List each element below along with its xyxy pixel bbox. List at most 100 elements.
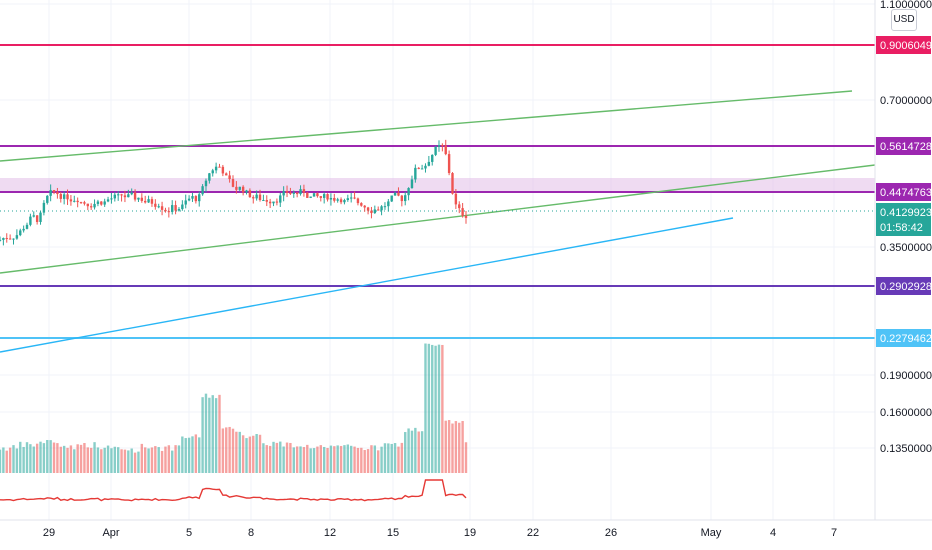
candle-body[interactable] bbox=[56, 192, 59, 195]
candle-body[interactable] bbox=[116, 194, 120, 196]
candle-body[interactable] bbox=[319, 196, 322, 198]
candle-body[interactable] bbox=[140, 197, 144, 201]
candle-body[interactable] bbox=[451, 173, 454, 194]
candle-body[interactable] bbox=[32, 215, 35, 217]
horizontal-levels[interactable] bbox=[0, 44, 875, 339]
candle-body[interactable] bbox=[410, 179, 414, 189]
candle-body[interactable] bbox=[420, 168, 424, 170]
candle-body[interactable] bbox=[447, 154, 451, 174]
candle-body[interactable] bbox=[458, 204, 461, 209]
candle-body[interactable] bbox=[191, 196, 194, 199]
candle-body[interactable] bbox=[349, 197, 353, 199]
candle-body[interactable] bbox=[62, 194, 66, 199]
candle-body[interactable] bbox=[282, 191, 285, 196]
candle-body[interactable] bbox=[228, 175, 231, 180]
candle-body[interactable] bbox=[103, 201, 106, 205]
candle-body[interactable] bbox=[150, 199, 154, 204]
candle-body[interactable] bbox=[29, 216, 32, 225]
candle-body[interactable] bbox=[144, 200, 147, 203]
candle-body[interactable] bbox=[19, 230, 22, 236]
trendlines[interactable] bbox=[0, 90, 876, 353]
candle-body[interactable] bbox=[275, 201, 279, 203]
candle-body[interactable] bbox=[66, 194, 69, 200]
candle-body[interactable] bbox=[414, 167, 417, 180]
candle-body[interactable] bbox=[25, 224, 29, 229]
candle-body[interactable] bbox=[157, 206, 160, 208]
candle-body[interactable] bbox=[279, 195, 282, 203]
candle-body[interactable] bbox=[15, 235, 19, 239]
candle-body[interactable] bbox=[272, 201, 275, 204]
candle-body[interactable] bbox=[12, 238, 15, 240]
candle-body[interactable] bbox=[39, 212, 42, 222]
candle-body[interactable] bbox=[133, 192, 137, 200]
candle-body[interactable] bbox=[454, 193, 458, 205]
candle-body[interactable] bbox=[373, 209, 377, 214]
candle-body[interactable] bbox=[5, 238, 8, 240]
candle-body[interactable] bbox=[336, 199, 339, 201]
candle-body[interactable] bbox=[113, 194, 117, 199]
candle-body[interactable] bbox=[211, 170, 214, 174]
candle-body[interactable] bbox=[262, 200, 265, 202]
candle-body[interactable] bbox=[390, 195, 393, 202]
candle-body[interactable] bbox=[73, 200, 76, 202]
candle-body[interactable] bbox=[46, 195, 49, 203]
support-trendline[interactable] bbox=[0, 217, 734, 353]
candle-body[interactable] bbox=[444, 145, 447, 155]
candle-body[interactable] bbox=[120, 194, 123, 196]
candle-body[interactable] bbox=[154, 203, 157, 207]
candle-body[interactable] bbox=[302, 189, 306, 193]
candle-body[interactable] bbox=[52, 190, 56, 193]
candle-body[interactable] bbox=[245, 190, 248, 193]
candle-body[interactable] bbox=[171, 205, 174, 212]
candle-body[interactable] bbox=[299, 189, 302, 195]
candle-body[interactable] bbox=[400, 195, 404, 202]
candle-body[interactable] bbox=[441, 145, 444, 147]
candle-body[interactable] bbox=[427, 161, 431, 166]
candle-body[interactable] bbox=[147, 199, 150, 203]
candle-body[interactable] bbox=[437, 145, 441, 147]
candle-body[interactable] bbox=[96, 201, 100, 204]
candle-body[interactable] bbox=[387, 201, 390, 207]
candle-body[interactable] bbox=[100, 201, 103, 205]
candle-body[interactable] bbox=[198, 194, 201, 202]
candle-body[interactable] bbox=[424, 165, 427, 169]
candle-body[interactable] bbox=[160, 206, 164, 210]
candle-body[interactable] bbox=[292, 192, 295, 194]
candle-body[interactable] bbox=[461, 208, 464, 216]
candle-body[interactable] bbox=[289, 192, 292, 194]
candle-body[interactable] bbox=[238, 186, 241, 190]
candle-body[interactable] bbox=[383, 206, 387, 208]
candle-body[interactable] bbox=[35, 215, 39, 222]
candle-body[interactable] bbox=[177, 209, 181, 211]
candle-body[interactable] bbox=[181, 204, 184, 210]
candle-body[interactable] bbox=[2, 238, 5, 240]
candle-body[interactable] bbox=[252, 197, 255, 199]
candle-body[interactable] bbox=[89, 206, 93, 208]
candle-body[interactable] bbox=[184, 200, 187, 205]
candle-body[interactable] bbox=[130, 192, 133, 195]
candle-body[interactable] bbox=[76, 200, 79, 203]
candle-body[interactable] bbox=[214, 166, 218, 171]
candle-body[interactable] bbox=[306, 192, 309, 198]
candle-body[interactable] bbox=[322, 194, 326, 198]
candle-body[interactable] bbox=[464, 215, 468, 218]
candle-body[interactable] bbox=[377, 209, 380, 211]
candle-body[interactable] bbox=[343, 200, 346, 203]
candle-body[interactable] bbox=[174, 205, 177, 211]
candle-body[interactable] bbox=[258, 194, 262, 201]
candle-body[interactable] bbox=[329, 197, 333, 200]
candle-body[interactable] bbox=[22, 228, 25, 231]
candle-body[interactable] bbox=[333, 197, 336, 201]
candle-body[interactable] bbox=[339, 199, 343, 203]
candle-body[interactable] bbox=[204, 180, 208, 187]
candle-body[interactable] bbox=[79, 202, 83, 204]
candle-body[interactable] bbox=[231, 179, 235, 187]
channel-lower-line[interactable] bbox=[0, 164, 876, 274]
candle-body[interactable] bbox=[194, 196, 198, 202]
channel-upper-line[interactable] bbox=[0, 90, 853, 162]
candle-body[interactable] bbox=[137, 197, 140, 200]
candle-body[interactable] bbox=[417, 167, 420, 169]
candle-body[interactable] bbox=[407, 188, 410, 196]
